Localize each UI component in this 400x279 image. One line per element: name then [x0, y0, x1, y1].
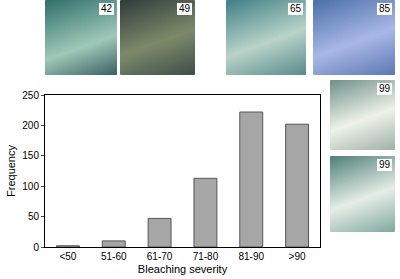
- svg-text:0: 0: [33, 242, 39, 253]
- svg-text:51-60: 51-60: [101, 251, 127, 262]
- html-text:85: 85: [378, 3, 390, 14]
- svg-text:>90: >90: [289, 251, 306, 262]
- svg-text:81-90: 81-90: [238, 251, 264, 262]
- svg-text:250: 250: [22, 90, 39, 101]
- svg-text:100: 100: [22, 181, 39, 192]
- svg-text:Bleaching severity: Bleaching severity: [138, 263, 228, 275]
- svg-text:200: 200: [22, 120, 39, 131]
- svg-text:150: 150: [22, 150, 39, 161]
- html-text:99: 99: [378, 159, 390, 170]
- svg-text:Frequency: Frequency: [5, 145, 17, 197]
- html-text:65: 65: [289, 3, 301, 14]
- svg-text:61-70: 61-70: [147, 251, 173, 262]
- svg-text:71-80: 71-80: [193, 251, 219, 262]
- html-text:49: 49: [178, 3, 190, 14]
- svg-text:50: 50: [28, 211, 40, 222]
- html-text:99: 99: [378, 83, 390, 94]
- svg-text:<50: <50: [59, 251, 76, 262]
- html-text:42: 42: [100, 3, 112, 14]
